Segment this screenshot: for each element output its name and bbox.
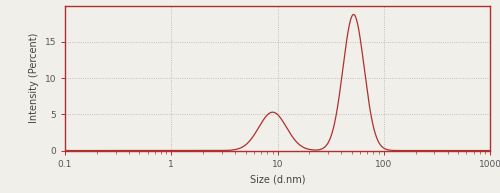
X-axis label: Size (d.nm): Size (d.nm) [250, 174, 305, 184]
Y-axis label: Intensity (Percent): Intensity (Percent) [29, 33, 39, 123]
